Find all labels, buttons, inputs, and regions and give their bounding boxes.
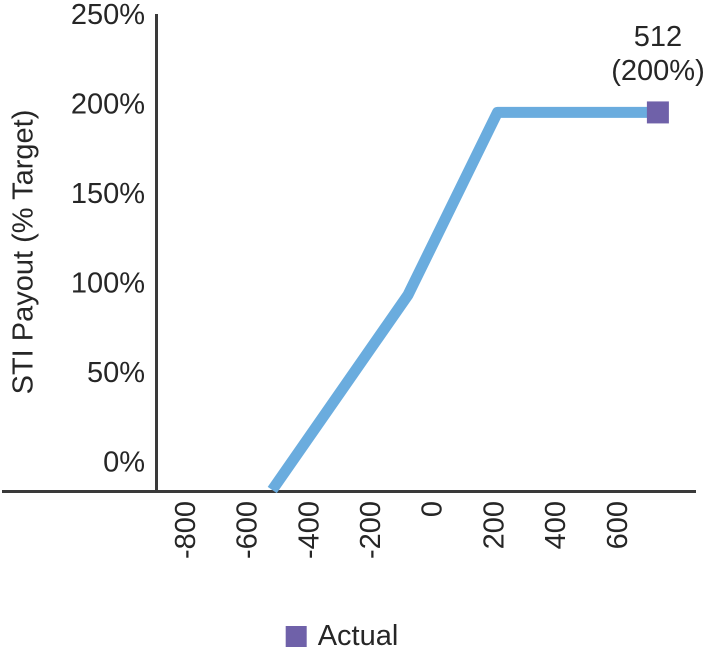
x-tick-label: 200: [478, 501, 510, 549]
legend: Actual: [285, 620, 399, 653]
actual-value-label: 512: [633, 21, 683, 53]
y-tick-label: 50%: [87, 357, 145, 389]
actual-payout-label: (200%): [611, 55, 705, 87]
actual-data-label: 512 (200%): [611, 20, 705, 88]
y-tick-label: 0%: [103, 446, 145, 478]
x-tick-label: -200: [355, 501, 387, 559]
legend-swatch-square-icon: [285, 626, 307, 647]
y-tick-label: 150%: [71, 178, 145, 210]
y-axis-title: STI Payout (% Target): [7, 109, 40, 395]
x-tick-label: -600: [232, 501, 264, 559]
payout-line: [267, 106, 658, 494]
legend-label-actual: Actual: [317, 620, 399, 652]
actual-marker: [646, 101, 669, 124]
y-tick-label: 200%: [71, 88, 145, 120]
x-tick-label: -800: [170, 501, 202, 559]
x-tick-label: 0: [417, 501, 449, 517]
x-tick-label: -400: [293, 501, 325, 559]
x-tick-label: 400: [540, 501, 572, 549]
x-tick-label: 600: [602, 501, 634, 549]
y-tick-label: 250%: [71, 0, 145, 31]
y-tick-label: 100%: [71, 267, 145, 299]
